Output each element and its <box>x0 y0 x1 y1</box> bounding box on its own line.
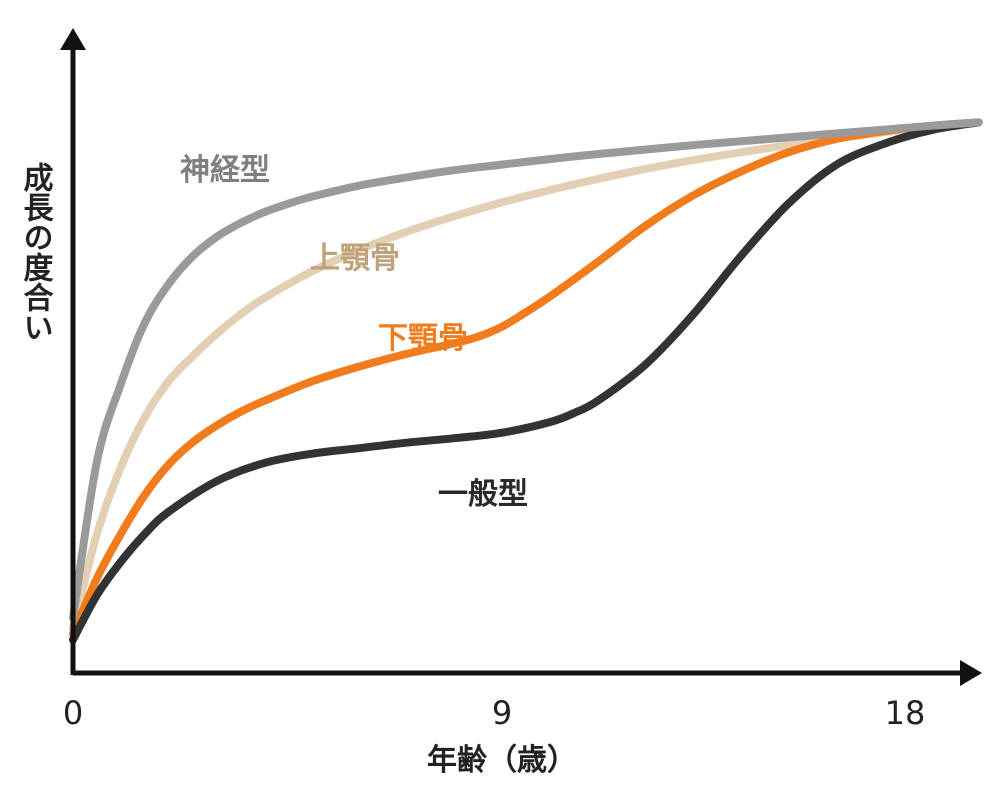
y-axis-arrow <box>60 28 86 50</box>
series-line-0 <box>69 118 983 622</box>
series-label-mandible: 下顎骨 <box>378 321 468 356</box>
x-tick-labels: 0 9 18 <box>63 694 926 732</box>
x-tick-label-18: 18 <box>885 694 926 732</box>
x-axis-arrow <box>960 660 982 686</box>
series-label-general: 一般型 <box>438 477 528 512</box>
series-labels: 神経型 上顎骨 下顎骨 一般型 <box>180 153 528 512</box>
series-label-maxilla: 上顎骨 <box>310 241 400 276</box>
x-axis-title: 年齢（歳） <box>427 743 577 778</box>
y-axis-title: 成長の度合い <box>18 162 54 342</box>
x-tick-label-9: 9 <box>492 694 512 732</box>
x-tick-label-0: 0 <box>63 694 83 732</box>
series-label-nerve: 神経型 <box>180 153 270 188</box>
series-line-2 <box>69 118 983 639</box>
series-line-3 <box>69 118 983 644</box>
axes <box>60 28 982 686</box>
series-line-1 <box>69 118 983 633</box>
series-lines <box>69 118 983 644</box>
